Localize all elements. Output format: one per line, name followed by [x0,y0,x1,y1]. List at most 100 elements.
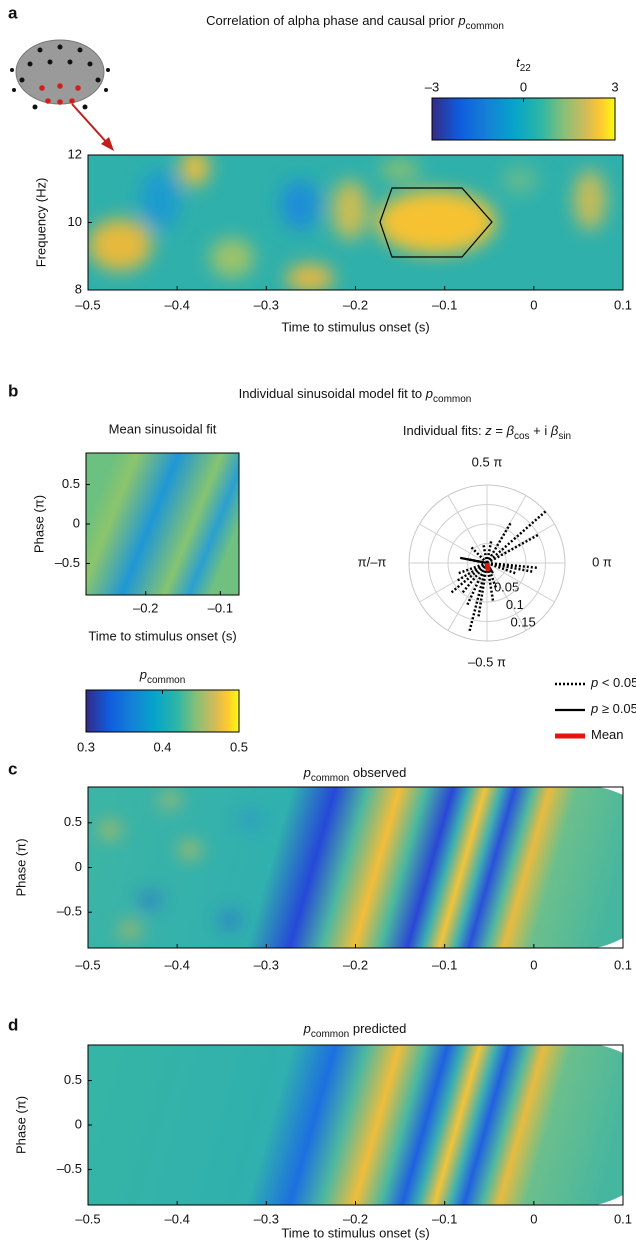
colorbar-tick-label: –3 [425,79,439,94]
y-tick-label: 8 [75,281,82,296]
title-text: Individual sinusoidal model fit to [239,386,426,401]
x-tick-label: –0.2 [133,600,158,615]
title-text: predicted [349,1021,406,1036]
r-tick-label: 0.05 [494,579,519,594]
x-tick-label: 0.1 [614,297,632,312]
title-part: Individual fits: [403,423,485,438]
x-tick-label: 0.1 [614,1211,632,1226]
angle-label: 0 π [592,554,612,569]
colorbar-tick-label: 3 [611,79,618,94]
x-tick-label: –0.5 [75,1211,100,1226]
title-sub: common [311,773,349,784]
heatmap-panel [87,786,624,949]
title-part: β [506,423,515,438]
y-tick-label: 0.5 [64,1072,82,1087]
chart-title: pcommon observed [303,765,407,783]
title-var: p [425,386,433,401]
y-tick-label: –0.5 [57,904,82,919]
legend-name: < 0.05 [598,675,636,690]
legend-var: p [590,701,598,716]
fit-line [485,562,495,602]
y-axis-label: Phase (π) [31,495,46,553]
title-text: Correlation of alpha phase and causal pr… [206,13,458,28]
y-tick-label: –0.5 [57,1161,82,1176]
x-tick-label: –0.4 [165,957,190,972]
fit-line [477,562,489,618]
colorbar [85,689,240,733]
y-axis-label: Frequency (Hz) [33,178,48,268]
fit-line [486,510,547,564]
y-tick-label: 12 [68,146,82,161]
legend-name: ≥ 0.05 [598,701,636,716]
title-part: sin [558,431,571,442]
legend-label: Mean [591,727,624,742]
fit-line [482,543,489,564]
polar-ring [467,543,507,583]
x-tick-label: –0.3 [254,1211,279,1226]
colorbar-sub: common [147,675,185,686]
x-tick-label: –0.2 [343,1211,368,1226]
colorbar-tick-label: 0.4 [153,739,171,754]
colorbar-sub: 22 [520,63,532,74]
fit-line [486,561,517,575]
y-tick-label: 0 [73,515,80,530]
title-part: + i [530,423,551,438]
x-axis-label: Time to stimulus onset (s) [281,1225,429,1240]
y-tick-label: –0.5 [55,555,80,570]
x-tick-label: –0.1 [432,957,457,972]
colorbar-label: pcommon [139,667,186,685]
fit-line [459,556,488,565]
legend-name: Mean [591,727,624,742]
x-tick-label: –0.1 [432,1211,457,1226]
x-tick-label: –0.2 [343,957,368,972]
fit-line [484,562,491,572]
y-tick-label: 10 [68,214,82,229]
title-sub: common [466,21,504,32]
r-tick-label: 0.1 [506,597,524,612]
panel-label: c [8,759,17,778]
title-sub: common [433,394,471,405]
title-var: p [303,765,311,780]
title-part: z [484,423,492,438]
x-tick-label: –0.3 [254,297,279,312]
x-tick-label: 0.1 [614,957,632,972]
panel-label: a [8,3,18,22]
x-axis-label: Time to stimulus onset (s) [281,319,429,334]
x-tick-label: 0 [530,957,537,972]
x-tick-label: 0 [530,297,537,312]
x-axis-label: Time to stimulus onset (s) [88,628,236,643]
x-tick-label: –0.1 [208,600,233,615]
chart-title: Individual fits: z = βcos + i βsin [403,423,571,441]
colorbar-var: p [139,667,147,682]
colorbar-label: t22 [516,55,531,73]
title-part: cos [514,431,530,442]
x-tick-label: –0.3 [254,957,279,972]
x-tick-label: –0.2 [343,297,368,312]
colorbar [431,97,616,141]
head-icon [10,39,114,151]
heatmap-panel [87,154,624,291]
legend-var: p [590,675,598,690]
fit-line [486,533,539,565]
legend-label: p ≥ 0.05 [590,701,636,716]
subtitle: Mean sinusoidal fit [109,421,217,436]
y-axis-label: Phase (π) [13,1096,28,1154]
r-tick-label: 0.15 [510,615,535,630]
heatmap-panel [85,452,240,596]
title-sub: common [311,1029,349,1040]
angle-label: 0.5 π [472,454,503,469]
x-tick-label: 0 [530,1211,537,1226]
y-axis-label: Phase (π) [13,838,28,896]
colorbar-tick-label: 0.3 [77,739,95,754]
heatmap-panel [87,1044,624,1206]
x-tick-label: –0.4 [165,297,190,312]
y-tick-label: 0.5 [64,814,82,829]
polar-ring [428,504,546,622]
y-tick-label: 0.5 [62,476,80,491]
polar-ring [447,523,527,603]
panel-label: b [8,381,18,400]
panel-label: d [8,1015,18,1034]
colorbar-tick-label: 0 [520,79,527,94]
x-tick-label: –0.5 [75,957,100,972]
